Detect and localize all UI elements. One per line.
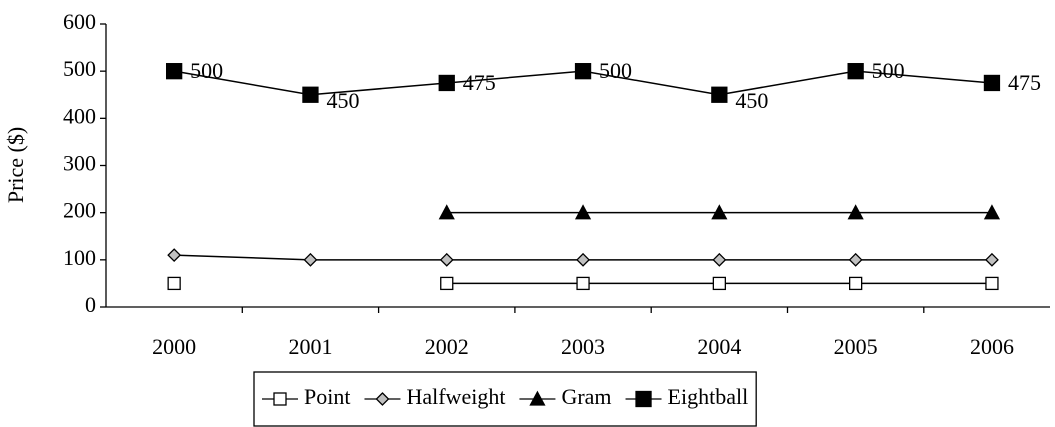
marker [273,392,287,406]
y-tick-label: 100 [63,245,96,270]
x-tick-label: 2001 [288,334,332,359]
legend-label: Gram [561,384,611,409]
data-label: 500 [872,58,905,83]
marker [438,204,455,220]
data-label: 500 [599,58,632,83]
y-tick-label: 200 [63,198,96,223]
legend-label: Eightball [668,384,749,409]
marker [167,276,181,291]
marker [375,392,390,406]
y-axis-label: Price ($) [3,127,28,203]
legend-box [253,371,757,427]
marker [439,252,454,267]
marker [847,63,864,80]
marker [167,248,182,263]
y-tick-label: 600 [63,9,96,34]
y-tick-label: 400 [63,103,96,128]
marker [983,204,1001,220]
y-tick-label: 0 [85,292,96,317]
marker [712,276,726,291]
legend-label: Halfweight [406,384,505,409]
marker [848,252,863,267]
marker [849,276,863,291]
marker [529,390,546,406]
marker [302,86,319,103]
legend: Point Halfweight Gram Eightball [253,371,757,427]
data-label: 475 [463,70,496,95]
x-tick-label: 2003 [561,334,605,359]
marker [576,276,590,291]
y-tick-label: 500 [63,56,96,81]
marker [635,390,652,408]
marker [985,276,999,291]
data-label: 475 [1008,70,1041,95]
data-label: 450 [735,88,768,113]
marker [712,252,727,267]
marker [576,252,590,267]
marker [847,204,864,220]
marker [985,252,999,267]
marker [165,63,183,80]
marker [438,74,455,92]
marker [303,252,318,267]
x-tick-label: 2002 [425,334,469,359]
data-label: 450 [326,88,359,113]
x-tick-label: 2005 [834,334,878,359]
x-tick-label: 2006 [970,334,1014,359]
marker [574,63,592,80]
data-label: 500 [190,58,223,83]
marker [711,204,728,220]
marker [983,74,1001,92]
marker [711,86,728,103]
legend-label: Point [304,384,350,409]
marker [440,276,454,291]
marker [574,204,592,220]
x-tick-label: 2000 [152,334,196,359]
y-tick-label: 300 [63,151,96,176]
x-tick-label: 2004 [697,334,741,359]
